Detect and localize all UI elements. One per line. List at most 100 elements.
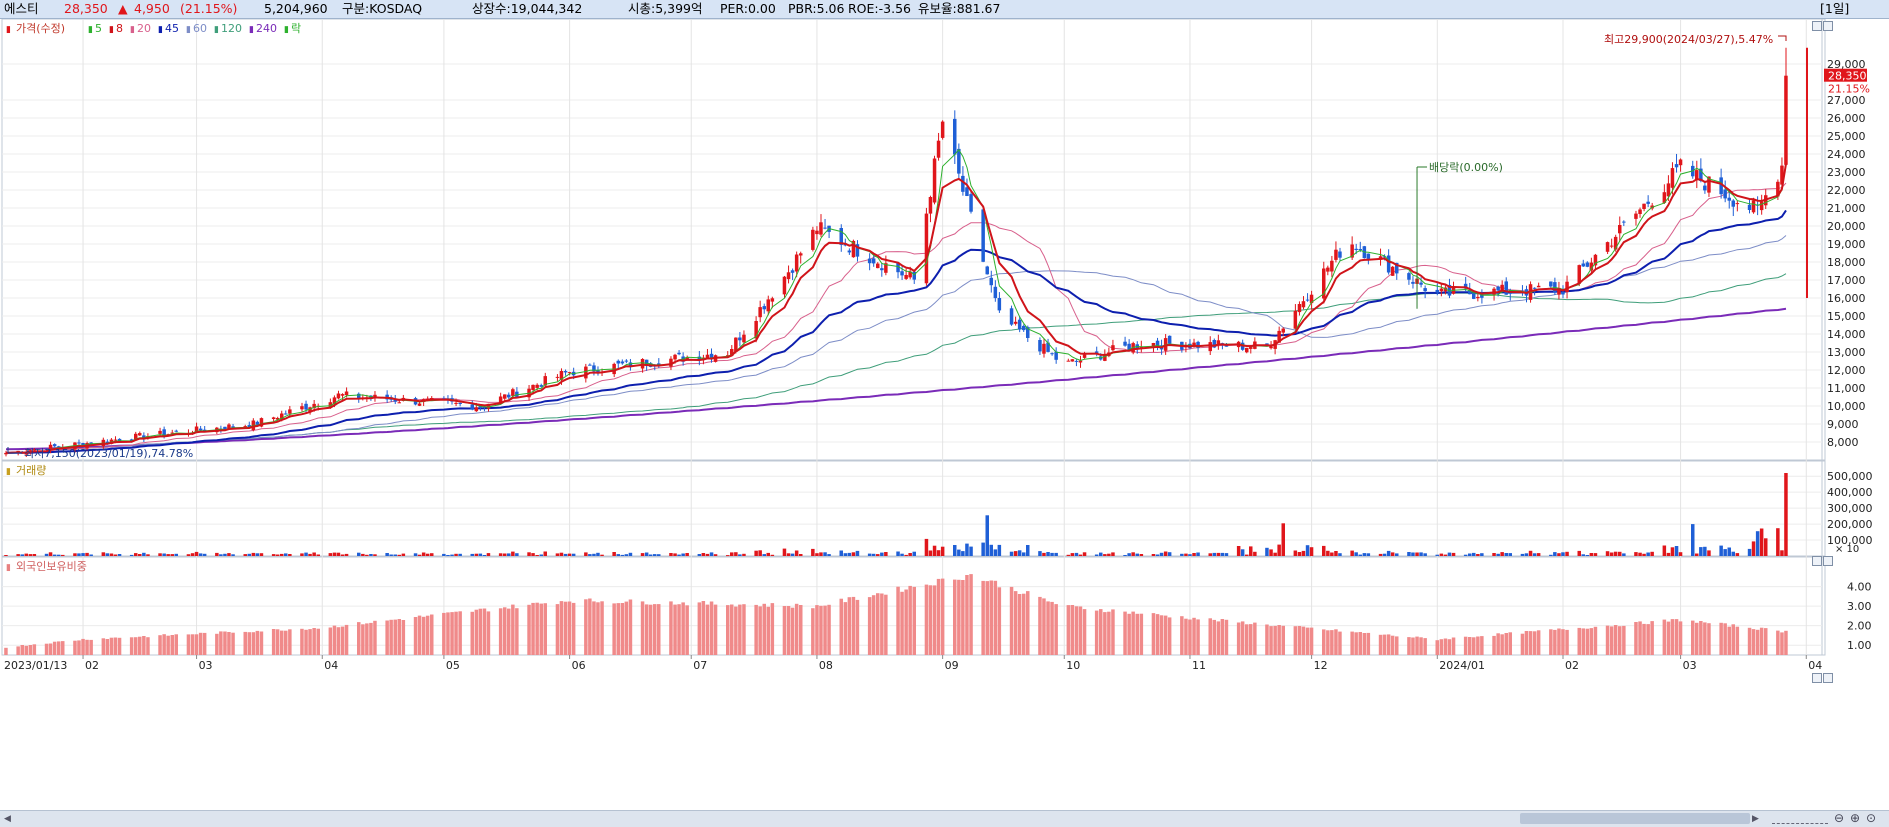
last-price-label: 28,350: [1828, 70, 1867, 83]
volume-bar: [563, 553, 568, 556]
scroll-right-icon[interactable]: ▶: [1752, 814, 1759, 824]
foreign-bar: [1508, 632, 1512, 655]
foreign-bar: [928, 585, 933, 655]
candle-body: [871, 258, 876, 264]
volume-bar: [57, 554, 61, 556]
candle-body: [300, 406, 304, 410]
foreign-bar: [648, 604, 653, 655]
candle-body: [790, 270, 795, 273]
candle-body: [1070, 359, 1075, 362]
volume-bar: [1046, 552, 1050, 556]
foreign-bar: [486, 611, 491, 655]
candle-body: [312, 403, 316, 409]
volume-bar: [1646, 552, 1650, 556]
volume-bar: [312, 552, 316, 556]
zoom-in-icon[interactable]: ⊕: [1850, 811, 1861, 825]
volume-bar: [555, 553, 560, 556]
volume-bar: [16, 554, 20, 556]
volume-bar: [332, 552, 337, 556]
foreign-bar: [681, 602, 685, 655]
scroll-left-icon[interactable]: ◀: [4, 814, 11, 824]
volume-bar: [799, 554, 803, 556]
volume-bar: [969, 546, 973, 556]
foreign-bar: [555, 604, 560, 655]
foreign-bar: [288, 629, 292, 655]
volume-bar: [957, 549, 961, 556]
foreign-bar: [1390, 635, 1395, 655]
foreign-bar: [275, 629, 280, 655]
volume-bar: [105, 553, 110, 556]
candle-body: [1674, 164, 1679, 168]
foreign-close-button[interactable]: [1823, 673, 1833, 683]
volume-bar: [186, 554, 191, 556]
zoom-reset-icon[interactable]: ⊙: [1866, 811, 1877, 825]
foreign-bar: [357, 622, 361, 655]
stock-name[interactable]: 에스티: [4, 1, 39, 16]
volume-bar: [738, 554, 742, 556]
foreign-bar: [482, 608, 487, 655]
volume-bar: [1009, 551, 1014, 556]
volume-bar: [1127, 553, 1131, 556]
foreign-bar: [1305, 627, 1310, 655]
ma-legend-marker: ▮: [214, 25, 219, 35]
volume-bar: [588, 554, 592, 556]
foreign-bar: [259, 631, 264, 655]
foreign-bar: [880, 593, 884, 655]
volume-bar: [202, 553, 207, 556]
foreign-bar: [673, 604, 677, 655]
foreign-bar: [1759, 627, 1764, 655]
foreign-bar: [1240, 621, 1245, 655]
horizontal-scrollbar[interactable]: ◀ ▶ ⊖ ⊕ ⊙: [0, 810, 1889, 827]
foreign-bar: [454, 611, 458, 655]
foreign-bar: [1269, 626, 1273, 655]
scroll-thumb[interactable]: [1520, 813, 1750, 824]
volume-close-button[interactable]: [1823, 556, 1833, 566]
ma-legend-label: 120: [221, 22, 242, 35]
foreign-bar: [373, 620, 377, 655]
candle-body: [1751, 200, 1756, 213]
volume-restore-button[interactable]: [1812, 556, 1822, 566]
volume-bar: [989, 544, 993, 556]
volume-bar: [1107, 553, 1111, 556]
stock-chart[interactable]: 8,000 9,000 10,000 11,000 12,000 13,000 14,000…: [0, 19, 1889, 810]
price-tick-label: 26,000: [1827, 112, 1866, 125]
volume-bar: [965, 543, 969, 556]
candle-body: [758, 307, 762, 318]
volume-bar: [215, 552, 219, 556]
candle-body: [1508, 292, 1512, 294]
candle-body: [1309, 294, 1314, 304]
close-button[interactable]: [1823, 21, 1833, 31]
foreign-bar: [1468, 637, 1472, 655]
restore-button[interactable]: [1812, 21, 1822, 31]
candle-body: [1634, 213, 1638, 219]
candle-body: [1390, 266, 1395, 276]
candle-body: [592, 365, 596, 372]
foreign-bar: [953, 579, 957, 655]
candle-body: [1330, 260, 1334, 272]
candle-body: [1305, 299, 1310, 301]
foreign-bar: [1642, 623, 1646, 655]
foreign-bar: [1605, 625, 1610, 655]
ma-legend-label: 8: [116, 22, 123, 35]
foreign-bar: [1407, 637, 1411, 655]
foreign-bar: [186, 634, 191, 655]
volume-bar: [1159, 552, 1164, 556]
foreign-bar: [340, 626, 345, 655]
foreign-bar: [1747, 627, 1752, 655]
zoom-out-icon[interactable]: ⊖: [1834, 811, 1845, 825]
volume-bar: [1054, 552, 1058, 556]
foreign-bar: [304, 629, 308, 655]
foreign-bar: [1322, 629, 1326, 655]
foreign-bar: [1731, 624, 1735, 655]
period-button[interactable]: [1일]: [1820, 1, 1850, 16]
zoom-slider[interactable]: [1772, 814, 1828, 824]
candle-body: [284, 413, 288, 415]
foreign-restore-button[interactable]: [1812, 673, 1822, 683]
foreign-bar: [1634, 622, 1638, 655]
volume-bar: [754, 550, 758, 556]
candle-body: [588, 364, 592, 366]
volume-bar: [1776, 528, 1780, 556]
volume-bar: [231, 554, 235, 556]
ma-legend-label: 240: [256, 22, 277, 35]
candle-body: [328, 402, 333, 408]
